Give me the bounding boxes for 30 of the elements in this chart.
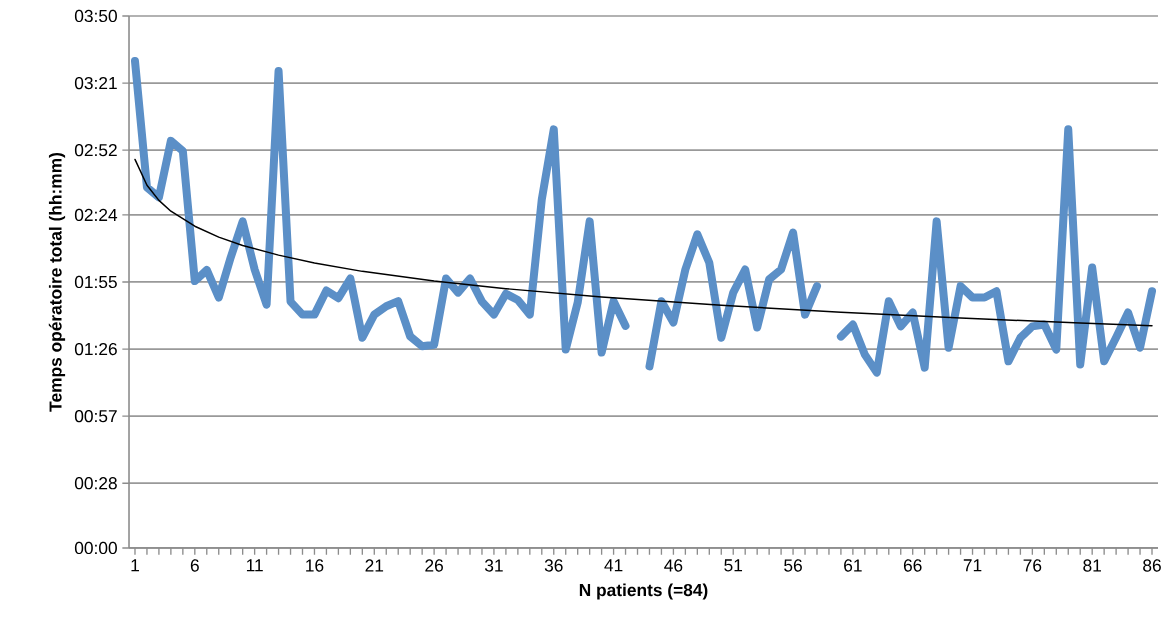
x-tick-label: 6 <box>190 559 199 572</box>
x-tick-label: 36 <box>544 559 563 572</box>
x-tick-label: 81 <box>1083 559 1101 572</box>
x-tick-label: 11 <box>246 559 263 572</box>
x-tick-label: 31 <box>484 559 503 572</box>
y-tick-label: 01:55 <box>74 275 117 289</box>
line-series <box>134 158 1153 327</box>
x-tick-label: 46 <box>664 559 683 572</box>
y-tick-label: 02:52 <box>74 144 117 157</box>
y-axis-title: Temps opératoire total (hh:mm) <box>48 153 66 412</box>
x-tick-label: 56 <box>784 559 802 572</box>
x-tick-label: 61 <box>844 559 862 572</box>
x-tick-label: 1 <box>131 559 139 572</box>
x-tick-label: 51 <box>724 559 743 572</box>
x-tick-label: 41 <box>604 559 623 572</box>
y-tick-label: 00:28 <box>74 477 117 490</box>
y-tick-label: 02:24 <box>74 208 118 222</box>
x-tick-label: 66 <box>903 559 922 572</box>
y-tick-label: 00:00 <box>74 541 117 555</box>
x-tick-label: 21 <box>365 559 384 572</box>
x-axis-title: N patients (=84) <box>579 583 708 600</box>
x-tick-label: 16 <box>306 559 324 572</box>
x-tick-label: 76 <box>1023 559 1042 572</box>
y-tick-label: 03:50 <box>74 9 117 23</box>
x-tick-label: 71 <box>963 559 982 572</box>
x-tick-label: 86 <box>1143 559 1161 572</box>
y-tick-label: 01:26 <box>74 342 117 356</box>
y-tick-label: 03:21 <box>74 76 117 90</box>
x-tick-label: 26 <box>425 559 443 572</box>
y-tick-label: 00:57 <box>74 410 117 423</box>
